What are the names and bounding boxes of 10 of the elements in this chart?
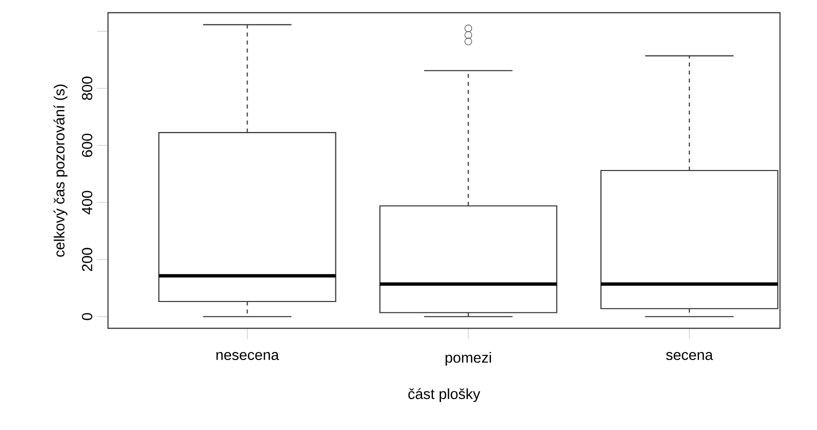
y-axis-title: celkový čas pozorování (s) (54, 84, 68, 257)
x-axis-title: část plošky (408, 388, 480, 402)
y-tick-label: 600 (82, 134, 92, 157)
y-tick-label: 800 (82, 76, 92, 100)
x-tick-label: secena (666, 352, 714, 360)
y-tick-label: 200 (82, 248, 92, 272)
y-tick-label: 0 (82, 313, 92, 320)
x-tick-label: nesecena (216, 352, 280, 360)
y-tick-label: 400 (82, 190, 92, 214)
x-tick-label: pomezi (446, 352, 491, 366)
